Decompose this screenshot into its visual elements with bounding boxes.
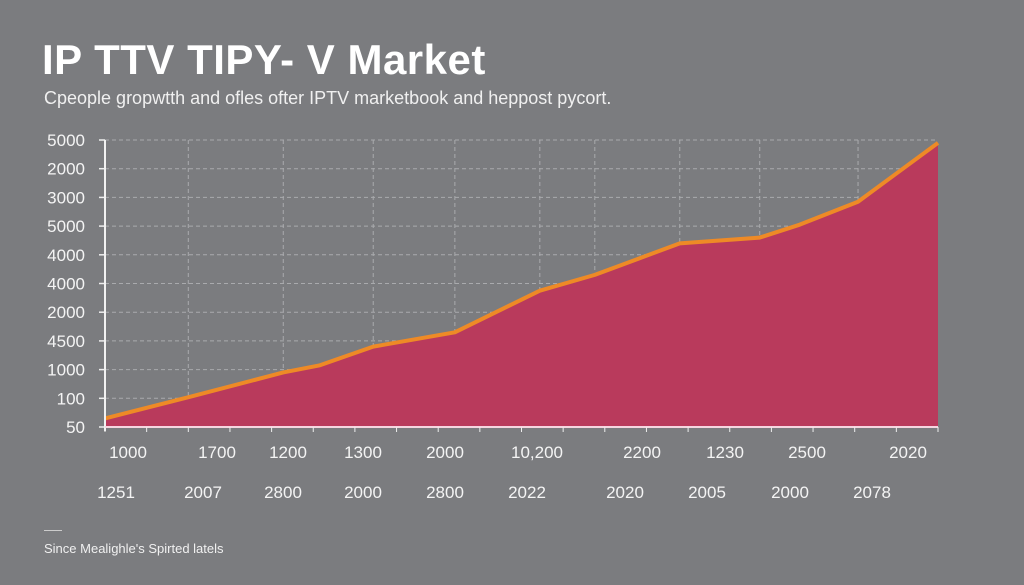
x-tick-label-row2: 2800 [426,483,464,502]
x-tick-label-row2: 2800 [264,483,302,502]
x-tick-label-row1: 2020 [889,443,927,462]
x-tick-label-row2: 2078 [853,483,891,502]
y-tick-label: 4000 [47,246,85,265]
y-tick-label: 50 [66,418,85,437]
x-tick-label-row2: 2005 [688,483,726,502]
x-tick-label-row2: 2022 [508,483,546,502]
x-tick-label-row1: 1000 [109,443,147,462]
x-tick-label-row2: 2000 [771,483,809,502]
y-tick-label: 3000 [47,188,85,207]
x-tick-label-row2: 1251 [97,483,135,502]
chart-title: IP TTV TIPY- V Market [42,36,486,83]
x-tick-label-row2: 2000 [344,483,382,502]
y-tick-label: 100 [57,389,85,408]
x-tick-label-row1: 2200 [623,443,661,462]
y-tick-label: 5000 [47,131,85,150]
y-tick-label: 2000 [47,303,85,322]
x-tick-label-row1: 2000 [426,443,464,462]
y-tick-label: 2000 [47,160,85,179]
area-fill [105,142,938,427]
x-tick-label-row1: 2500 [788,443,826,462]
y-tick-label: 4000 [47,275,85,294]
x-tick-label-row2: 2007 [184,483,222,502]
x-tick-label-row1: 1700 [198,443,236,462]
footer-note: Since Mealighle's Spirted latels [44,541,224,556]
y-tick-label: 4500 [47,332,85,351]
y-tick-label: 5000 [47,217,85,236]
x-tick-label-row1: 1300 [344,443,382,462]
chart-subtitle: Cpeople gropwtth and ofles ofter IPTV ma… [44,88,612,108]
y-tick-label: 1000 [47,361,85,380]
x-tick-label-row1: 1230 [706,443,744,462]
x-tick-label-row1: 10,200 [511,443,563,462]
x-tick-label-row1: 1200 [269,443,307,462]
x-tick-label-row2: 2020 [606,483,644,502]
footer-divider [44,530,62,531]
